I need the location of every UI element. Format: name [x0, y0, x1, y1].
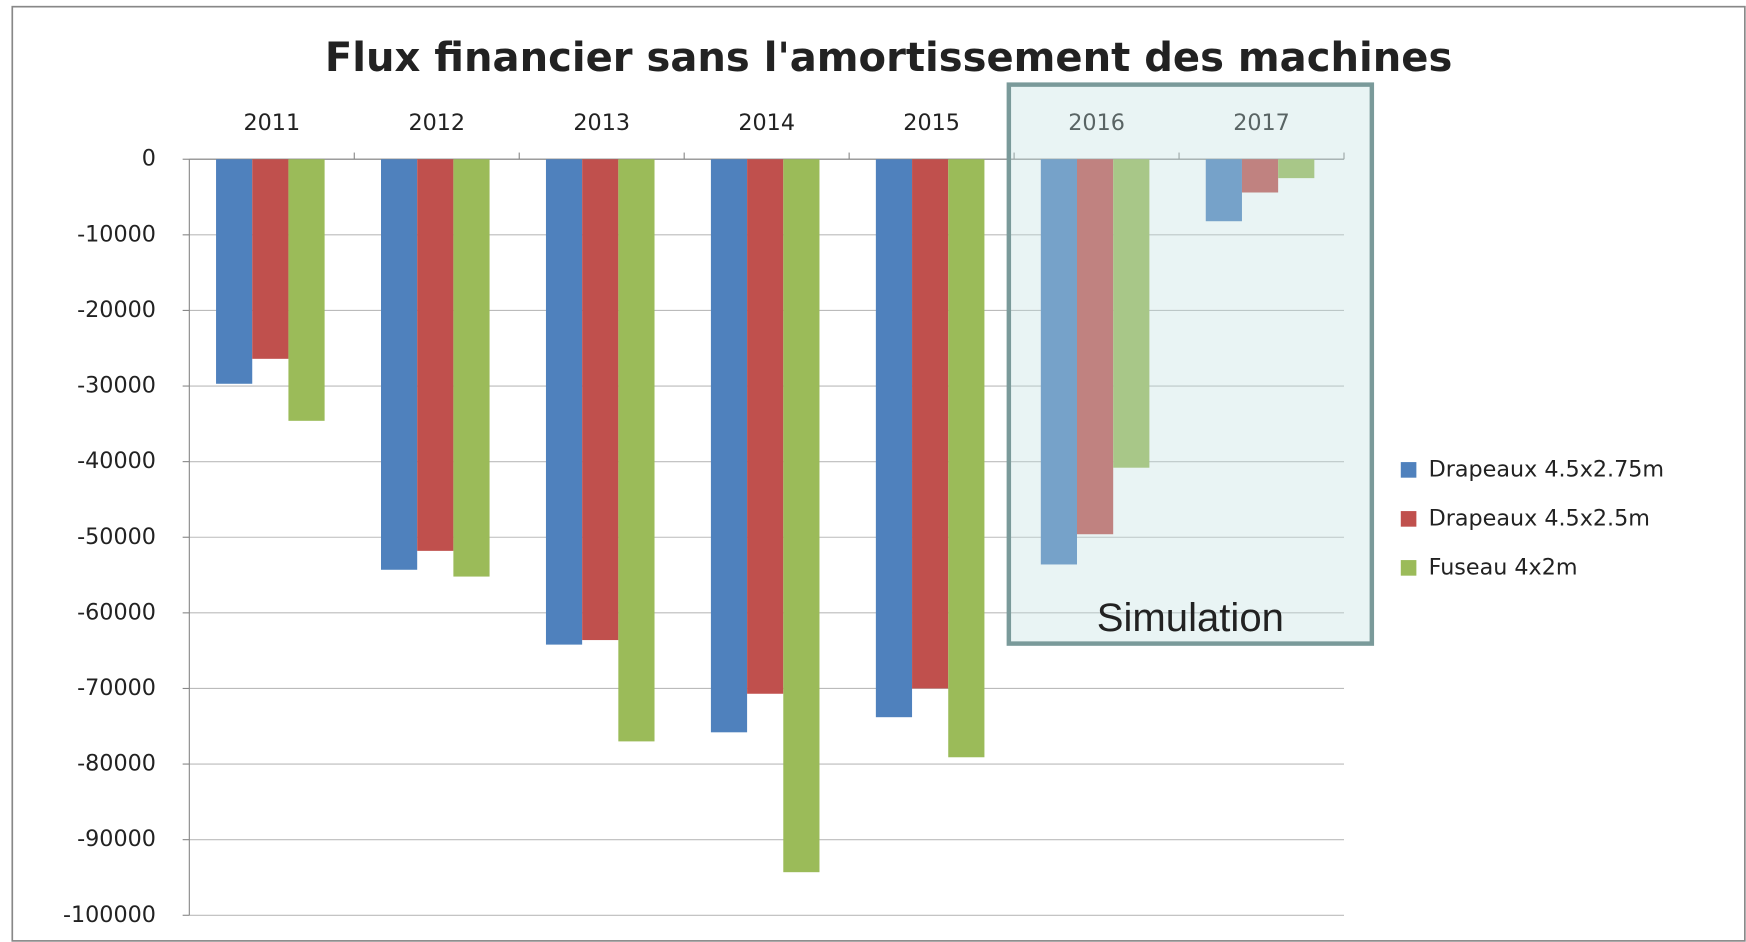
x-tick-label: 2014: [738, 110, 795, 136]
legend-label: Drapeaux 4.5x2.75m: [1429, 456, 1664, 482]
bar: [710, 159, 748, 733]
bar: [912, 159, 949, 689]
x-tick-label: 2015: [903, 110, 960, 136]
y-tick-label: -20000: [77, 297, 156, 323]
legend-swatch: [1400, 462, 1417, 478]
y-tick-label: -10000: [77, 221, 156, 247]
x-tick-label: 2016: [1068, 110, 1125, 136]
bar: [381, 159, 418, 570]
bar: [875, 159, 913, 718]
y-tick-label: -100000: [63, 902, 156, 928]
bar: [1040, 159, 1078, 565]
bar: [1113, 159, 1150, 468]
bar: [1205, 159, 1242, 222]
simulation-box: [1006, 82, 1375, 646]
legend-label: Drapeaux 4.5x2.5m: [1429, 505, 1650, 531]
legend-swatch: [1400, 511, 1417, 527]
y-tick-label: -80000: [77, 751, 156, 777]
legend-label: Fuseau 4x2m: [1429, 554, 1578, 580]
bar: [288, 159, 325, 421]
bar: [747, 159, 784, 694]
legend-swatch: [1400, 560, 1417, 576]
bar: [417, 159, 454, 551]
bar: [783, 159, 820, 873]
bar: [1077, 159, 1114, 535]
bar: [545, 159, 583, 645]
chart-title: Flux financier sans l'amortissement des …: [325, 35, 1452, 81]
y-tick-label: -90000: [77, 826, 156, 852]
annotation: Simulation: [1097, 596, 1284, 640]
bar: [1241, 159, 1279, 193]
x-tick-label: 2012: [408, 110, 465, 136]
x-tick-label: 2011: [243, 110, 300, 136]
bar: [618, 159, 655, 742]
bar: [1278, 159, 1315, 179]
bar: [216, 159, 253, 384]
y-tick-label: -50000: [77, 524, 156, 550]
y-tick-label: -70000: [77, 675, 156, 701]
y-tick-label: -60000: [77, 599, 156, 625]
y-tick-label: -40000: [77, 448, 156, 474]
bar: [252, 159, 289, 359]
x-tick-label: 2013: [573, 110, 630, 136]
bar: [582, 159, 619, 641]
y-tick-label: 0: [142, 146, 156, 172]
x-tick-label: 2017: [1233, 110, 1290, 136]
bar: [948, 159, 985, 758]
y-tick-label: -30000: [77, 373, 156, 399]
bar: [453, 159, 490, 577]
